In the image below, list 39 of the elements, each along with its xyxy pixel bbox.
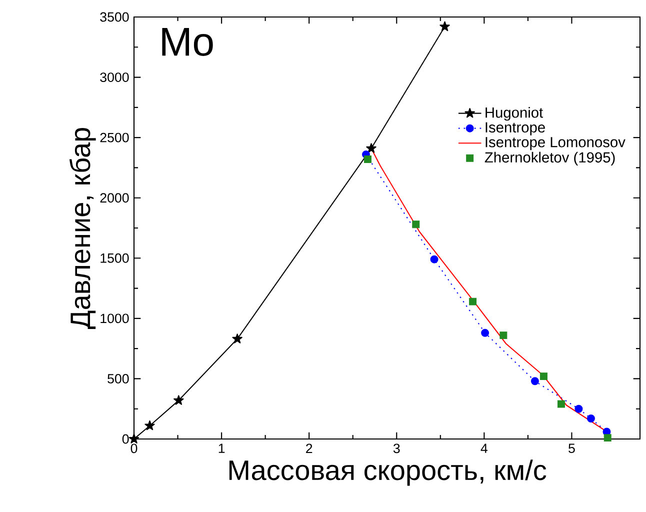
point: [174, 395, 184, 405]
point: [469, 298, 477, 306]
annotation: Mo: [162, 28, 213, 56]
y-tick-label: 0: [122, 434, 129, 444]
point: [232, 334, 242, 344]
y-tick-label: 3000: [100, 72, 129, 82]
point: [128, 434, 140, 444]
x-tick-label: 3: [393, 444, 400, 454]
point: [366, 143, 376, 153]
x-tick-label: 2: [306, 444, 312, 454]
legend-label: Hugoniot: [486, 107, 544, 121]
x-tick-label: 1: [218, 444, 225, 453]
point: [540, 372, 548, 380]
point: [574, 404, 583, 413]
point: [604, 434, 612, 442]
legend-label: Isentrope Lomonosov: [486, 137, 626, 150]
x-tick-label: 0: [130, 444, 138, 454]
x-axis-title: Массовая скорость, км/с: [229, 460, 546, 486]
point: [500, 332, 508, 340]
point: [364, 156, 372, 164]
point: [440, 21, 450, 32]
x-tick-label: 5: [568, 444, 575, 454]
point: [412, 220, 420, 228]
y-tick-label: 3500: [100, 12, 129, 22]
y-tick-label: 2000: [100, 193, 129, 203]
legend-label: Isentrope: [486, 122, 545, 136]
y-tick-label: 2500: [100, 132, 129, 142]
legend-label: Zhernokletov (1995): [484, 152, 615, 166]
x-tick-label: 4: [480, 444, 488, 453]
point: [144, 420, 155, 430]
point: [481, 328, 490, 337]
y-tick-label: 500: [108, 374, 129, 384]
point: [430, 255, 438, 264]
y-axis-title: Давление, кбар: [69, 128, 96, 329]
point: [586, 414, 595, 423]
point: [530, 377, 539, 386]
y-tick-label: 1000: [100, 314, 129, 324]
y-tick-label: 1500: [100, 253, 129, 263]
point: [557, 400, 565, 408]
